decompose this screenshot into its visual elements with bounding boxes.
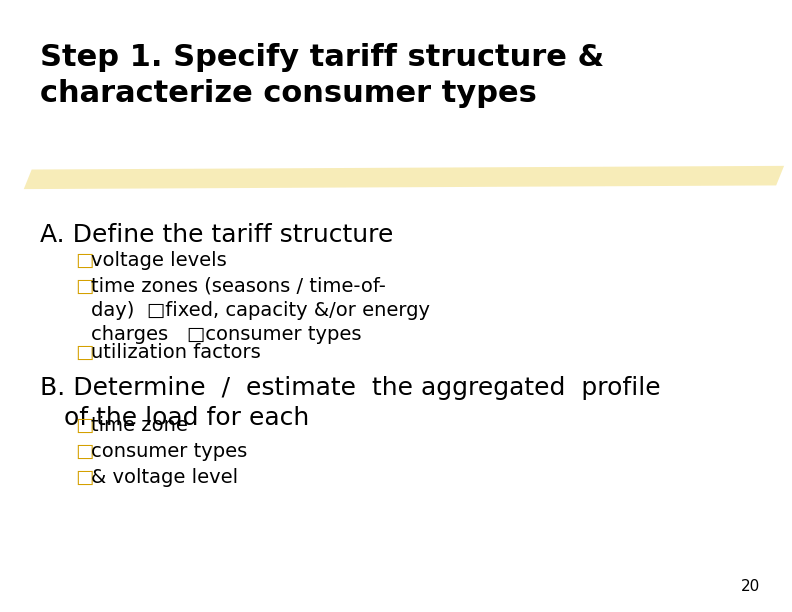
Text: & voltage level: & voltage level — [91, 468, 238, 487]
Text: A. Define the tariff structure: A. Define the tariff structure — [40, 223, 393, 247]
Text: □: □ — [75, 416, 93, 435]
Text: □: □ — [75, 468, 93, 487]
Text: utilization factors: utilization factors — [91, 343, 261, 362]
Text: □: □ — [75, 442, 93, 461]
Text: □: □ — [75, 251, 93, 270]
Text: time zones (seasons / time-of-
day)  □fixed, capacity &/or energy
charges   □con: time zones (seasons / time-of- day) □fix… — [91, 277, 430, 344]
Polygon shape — [24, 166, 784, 189]
Text: Step 1. Specify tariff structure &
characterize consumer types: Step 1. Specify tariff structure & chara… — [40, 43, 604, 108]
Text: B. Determine  /  estimate  the aggregated  profile
   of the load for each: B. Determine / estimate the aggregated p… — [40, 376, 661, 430]
Text: □: □ — [75, 277, 93, 296]
Text: time zone: time zone — [91, 416, 188, 435]
Text: □: □ — [75, 343, 93, 362]
Text: consumer types: consumer types — [91, 442, 247, 461]
Text: 20: 20 — [741, 578, 760, 594]
Text: voltage levels: voltage levels — [91, 251, 227, 270]
